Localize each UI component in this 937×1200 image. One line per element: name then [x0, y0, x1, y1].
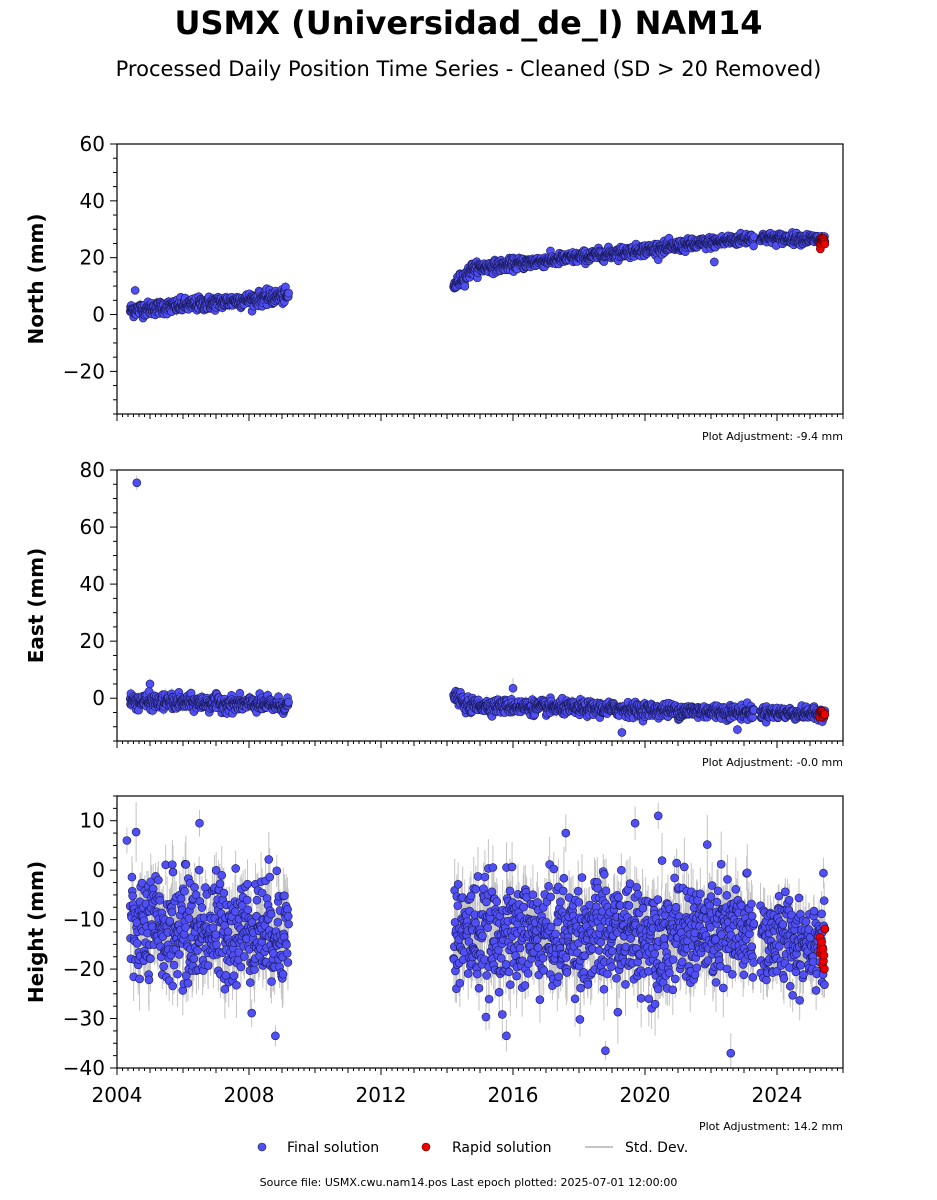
y-tick-label: 40	[80, 189, 105, 213]
final-points	[125, 478, 830, 737]
y-tick-label: 20	[80, 246, 105, 270]
rapid-points	[815, 233, 830, 254]
chart-title: USMX (Universidad_de_l) NAM14	[174, 4, 763, 42]
final-point	[709, 257, 719, 267]
plot-area	[125, 228, 830, 323]
y-tick-label: 60	[80, 132, 105, 156]
final-points	[125, 228, 830, 323]
y-tick-label: 0	[92, 303, 105, 327]
x-axis	[116, 414, 844, 421]
final-point	[130, 286, 140, 295]
plot-area	[125, 475, 830, 741]
plot-adjustment-note: Plot Adjustment: -9.4 mm	[702, 430, 843, 443]
final-point	[284, 288, 293, 298]
final-point	[749, 241, 758, 251]
y-axis-label: North (mm)	[24, 213, 48, 344]
final-point	[460, 282, 470, 291]
chart-subtitle: Processed Daily Position Time Series - C…	[115, 57, 822, 81]
y-tick-label: −20	[63, 359, 105, 383]
panel-1: −20 0 20 40 60 North (mm) Plot Adjustment: -9.…	[24, 132, 844, 443]
rapid-point	[820, 239, 830, 249]
y-axis: −20 0 20 40 60	[63, 132, 117, 415]
